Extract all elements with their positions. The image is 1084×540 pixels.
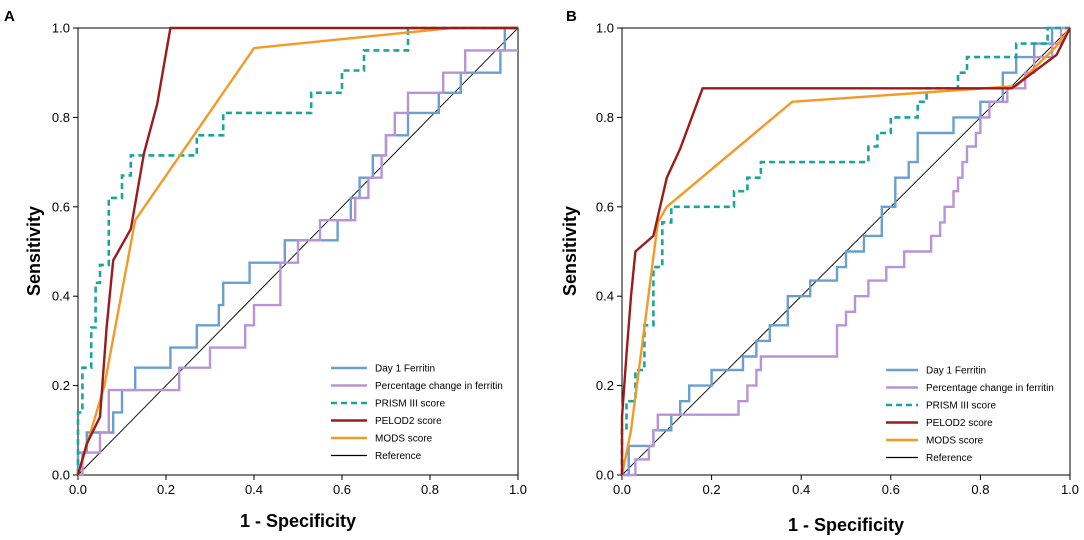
y-tick-label: 0.4 xyxy=(52,289,70,304)
x-axis-title: 1 - Specificity xyxy=(240,511,356,531)
y-tick-label: 0.8 xyxy=(596,110,614,125)
panel-a: A 0.0 0.2 0.4 0.6 0.8 1.0 0.0 0.2 0.4 0.6 0.8 1.0 1… xyxy=(4,8,527,531)
legend: Day 1 Ferritin Percentage change in ferri… xyxy=(886,366,1054,464)
series-line-mods xyxy=(620,27,1071,476)
axis-ticks: 0.0 0.2 0.4 0.6 0.8 1.0 0.0 0.2 0.4 0.6 0.8 1.0 xyxy=(596,21,1079,498)
series-line-pelod xyxy=(620,27,1072,475)
panel-label: B xyxy=(566,8,577,25)
legend-label-reference: Reference xyxy=(926,453,973,464)
plot-frame xyxy=(621,27,1071,476)
y-tick-label: 0.0 xyxy=(52,468,70,483)
legend-label-mods: MODS score xyxy=(926,436,984,447)
series-line-prism xyxy=(620,26,1070,475)
x-axis-title: 1 - Specificity xyxy=(788,515,904,535)
x-tick-label: 0.8 xyxy=(421,482,439,497)
legend-label-ferritin: Day 1 Ferritin xyxy=(926,366,986,377)
series-line-pelod xyxy=(76,26,518,476)
x-tick-label: 1.0 xyxy=(1061,482,1079,497)
legend-label-pct_change: Percentage change in ferritin xyxy=(375,381,503,392)
x-tick-label: 0.4 xyxy=(245,482,263,497)
y-tick-label: 0.2 xyxy=(596,378,614,393)
x-tick-label: 0.8 xyxy=(971,482,989,497)
x-tick-label: 0.0 xyxy=(69,482,87,497)
legend-label-pelod: PELOD2 score xyxy=(926,418,993,429)
series-line-pct_change xyxy=(622,26,1070,477)
x-tick-label: 0.2 xyxy=(157,482,175,497)
x-tick-label: 0.0 xyxy=(613,482,631,497)
legend: Day 1 Ferritin Percentage change in ferri… xyxy=(331,364,503,462)
y-tick-label: 0.6 xyxy=(52,199,70,214)
panel-label: A xyxy=(4,8,15,25)
series-line-pct_change xyxy=(78,49,518,477)
x-tick-label: 0.4 xyxy=(792,482,810,497)
y-tick-label: 0.0 xyxy=(596,468,614,483)
series-line-prism xyxy=(76,26,518,475)
y-tick-label: 1.0 xyxy=(596,21,614,36)
legend-label-pct_change: Percentage change in ferritin xyxy=(926,383,1054,394)
legend-label-pelod: PELOD2 score xyxy=(375,416,442,427)
legend-label-ferritin: Day 1 Ferritin xyxy=(375,364,435,375)
axis-ticks: 0.0 0.2 0.4 0.6 0.8 1.0 0.0 0.2 0.4 0.6 0.8 1.0 xyxy=(52,21,527,498)
y-axis-title: Sensitivity xyxy=(24,206,44,296)
y-tick-label: 0.2 xyxy=(52,378,70,393)
legend-label-prism: PRISM III score xyxy=(375,399,445,410)
series-lines xyxy=(620,26,1072,477)
x-tick-label: 1.0 xyxy=(509,482,527,497)
x-tick-label: 0.6 xyxy=(882,482,900,497)
x-tick-label: 0.6 xyxy=(333,482,351,497)
panel-b: B 0.0 0.2 0.4 0.6 0.8 1.0 0.0 0.2 0.4 0.6 0.8 1.0 1… xyxy=(560,8,1079,535)
legend-label-reference: Reference xyxy=(375,451,422,462)
legend-label-mods: MODS score xyxy=(375,434,433,445)
y-tick-label: 0.4 xyxy=(596,289,614,304)
y-tick-label: 1.0 xyxy=(52,21,70,36)
legend-label-prism: PRISM III score xyxy=(926,401,996,412)
x-tick-label: 0.2 xyxy=(703,482,721,497)
y-tick-label: 0.8 xyxy=(52,110,70,125)
y-axis-title: Sensitivity xyxy=(560,206,580,296)
series-lines xyxy=(76,26,519,477)
y-tick-label: 0.6 xyxy=(596,199,614,214)
